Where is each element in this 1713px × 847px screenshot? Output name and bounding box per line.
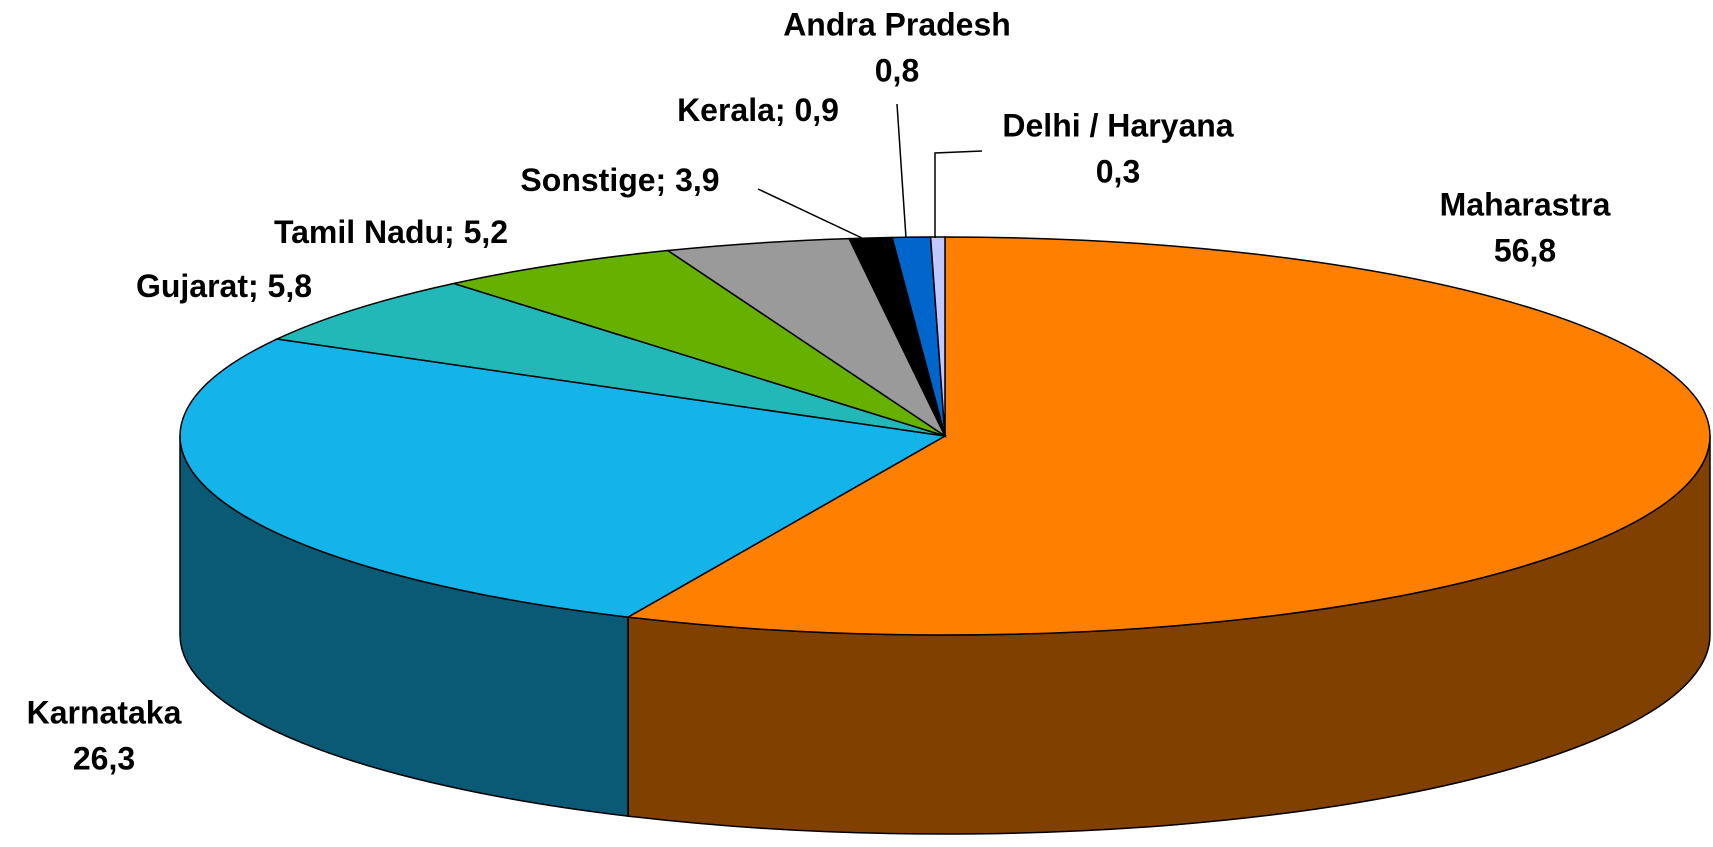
value-label: 0,8: [875, 52, 919, 88]
category-label: Maharastra: [1440, 186, 1611, 222]
pie-slice: [625, 236, 1711, 636]
pie-slice: [274, 282, 946, 437]
value-label: 3,9: [675, 162, 719, 198]
data-label: Sonstige; 3,9: [520, 162, 719, 198]
label-separator: ;: [775, 92, 795, 128]
label-separator: ;: [444, 214, 464, 250]
value-label: 5,8: [268, 268, 312, 304]
value-label: 0,9: [794, 92, 838, 128]
leader-line: [934, 150, 983, 238]
data-label: Gujarat; 5,8: [136, 268, 312, 304]
pie-slice: [450, 249, 946, 437]
category-label: Delhi / Haryana: [1002, 107, 1233, 143]
label-separator: ;: [248, 268, 268, 304]
value-label: 5,2: [464, 214, 508, 250]
category-label: Andra Pradesh: [783, 6, 1011, 42]
category-label: Kerala: [677, 92, 775, 128]
pie-slice: [665, 237, 947, 439]
pie-slice: [929, 236, 946, 437]
label-separator: ;: [656, 162, 676, 198]
leader-line: [757, 188, 863, 239]
data-label: Tamil Nadu; 5,2: [274, 214, 508, 250]
category-label: Gujarat: [136, 268, 248, 304]
data-label: Kerala; 0,9: [677, 92, 839, 128]
leader-line: [896, 103, 907, 239]
category-label: Sonstige: [520, 162, 655, 198]
labels: Maharastra 56,8 Karnataka 26,3 Gujarat; 5,8 T…: [27, 6, 1611, 776]
category-label: Tamil Nadu: [274, 214, 444, 250]
category-label: Karnataka: [27, 694, 182, 730]
pie-tops: [179, 236, 1711, 636]
value-label: 26,3: [73, 740, 135, 776]
value-label: 0,3: [1096, 153, 1140, 189]
value-label: 56,8: [1494, 232, 1556, 268]
